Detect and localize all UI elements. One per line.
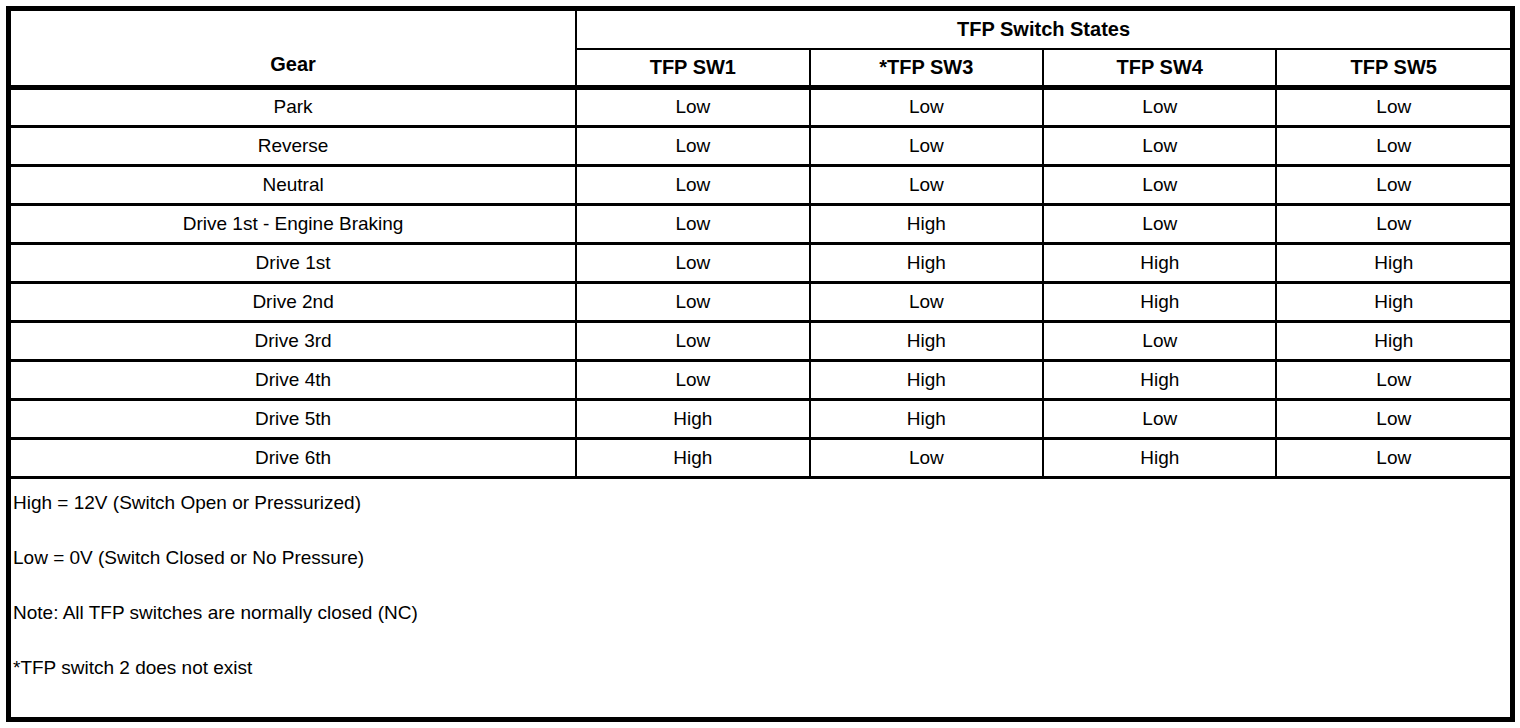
table-row: Drive 2nd Low Low High High bbox=[11, 282, 1510, 321]
switch-state-cell: Low bbox=[1276, 87, 1510, 126]
table-row: Drive 1st Low High High High bbox=[11, 243, 1510, 282]
switch-state-cell: Low bbox=[1276, 399, 1510, 438]
switch-state-cell: High bbox=[1276, 282, 1510, 321]
switch-state-cell: High bbox=[576, 438, 809, 477]
switch-state-cell: Low bbox=[810, 438, 1043, 477]
switch-state-cell: Low bbox=[576, 321, 809, 360]
gear-column-header: Gear bbox=[11, 11, 576, 87]
switch-state-cell: High bbox=[576, 399, 809, 438]
switch-state-cell: Low bbox=[1276, 360, 1510, 399]
switch-state-cell: Low bbox=[810, 126, 1043, 165]
gear-cell: Drive 6th bbox=[11, 438, 576, 477]
switch-state-cell: High bbox=[1043, 438, 1276, 477]
switch-state-cell: Low bbox=[1043, 399, 1276, 438]
switch-state-cell: Low bbox=[576, 282, 809, 321]
page: Gear TFP Switch States TFP SW1 *TFP SW3 … bbox=[0, 0, 1520, 728]
switch-state-cell: High bbox=[1043, 243, 1276, 282]
switch-state-cell: Low bbox=[1276, 165, 1510, 204]
table-header: Gear TFP Switch States TFP SW1 *TFP SW3 … bbox=[11, 11, 1510, 87]
switch-state-cell: High bbox=[810, 399, 1043, 438]
switch-state-cell: Low bbox=[1043, 321, 1276, 360]
switch-state-cell: Low bbox=[1276, 438, 1510, 477]
switch-state-cell: High bbox=[810, 204, 1043, 243]
gear-cell: Drive 5th bbox=[11, 399, 576, 438]
note-normally-closed: Note: All TFP switches are normally clos… bbox=[13, 602, 1500, 624]
switch-state-cell: Low bbox=[1043, 204, 1276, 243]
switch-state-cell: Low bbox=[1043, 126, 1276, 165]
gear-cell: Reverse bbox=[11, 126, 576, 165]
group-header-tfp-switch-states: TFP Switch States bbox=[576, 11, 1510, 49]
switch-state-cell: Low bbox=[1043, 87, 1276, 126]
tfp-switch-states-table: Gear TFP Switch States TFP SW1 *TFP SW3 … bbox=[11, 11, 1510, 479]
switch-state-cell: Low bbox=[576, 165, 809, 204]
gear-cell: Neutral bbox=[11, 165, 576, 204]
switch-state-cell: Low bbox=[1043, 165, 1276, 204]
footnotes: High = 12V (Switch Open or Pressurized) … bbox=[11, 479, 1510, 679]
table-row: Reverse Low Low Low Low bbox=[11, 126, 1510, 165]
table-row: Park Low Low Low Low bbox=[11, 87, 1510, 126]
column-header-tfp-sw3: *TFP SW3 bbox=[810, 49, 1043, 87]
table-row: Neutral Low Low Low Low bbox=[11, 165, 1510, 204]
table-row: Drive 5th High High Low Low bbox=[11, 399, 1510, 438]
switch-state-cell: High bbox=[810, 243, 1043, 282]
switch-state-cell: Low bbox=[576, 126, 809, 165]
switch-state-cell: High bbox=[810, 321, 1043, 360]
table-body: Park Low Low Low Low Reverse Low Low Low… bbox=[11, 87, 1510, 477]
switch-state-cell: High bbox=[810, 360, 1043, 399]
gear-cell: Drive 4th bbox=[11, 360, 576, 399]
switch-state-cell: High bbox=[1276, 243, 1510, 282]
column-header-tfp-sw5: TFP SW5 bbox=[1276, 49, 1510, 87]
switch-state-cell: Low bbox=[576, 243, 809, 282]
table-row: Drive 3rd Low High Low High bbox=[11, 321, 1510, 360]
table-row: Drive 1st - Engine Braking Low High Low … bbox=[11, 204, 1510, 243]
switch-state-cell: High bbox=[1276, 321, 1510, 360]
gear-cell: Park bbox=[11, 87, 576, 126]
switch-state-cell: Low bbox=[810, 87, 1043, 126]
table-row: Drive 4th Low High High Low bbox=[11, 360, 1510, 399]
switch-state-cell: Low bbox=[1276, 126, 1510, 165]
note-switch-2-absent: *TFP switch 2 does not exist bbox=[13, 657, 1500, 679]
switch-state-cell: Low bbox=[576, 87, 809, 126]
group-header-row: Gear TFP Switch States bbox=[11, 11, 1510, 49]
note-low-definition: Low = 0V (Switch Closed or No Pressure) bbox=[13, 547, 1500, 569]
gear-cell: Drive 1st - Engine Braking bbox=[11, 204, 576, 243]
switch-state-cell: Low bbox=[810, 282, 1043, 321]
column-header-tfp-sw1: TFP SW1 bbox=[576, 49, 809, 87]
table-frame: Gear TFP Switch States TFP SW1 *TFP SW3 … bbox=[6, 6, 1515, 722]
column-header-tfp-sw4: TFP SW4 bbox=[1043, 49, 1276, 87]
note-high-definition: High = 12V (Switch Open or Pressurized) bbox=[13, 492, 1500, 514]
switch-state-cell: High bbox=[1043, 282, 1276, 321]
switch-state-cell: Low bbox=[810, 165, 1043, 204]
switch-state-cell: Low bbox=[1276, 204, 1510, 243]
switch-state-cell: High bbox=[1043, 360, 1276, 399]
gear-cell: Drive 2nd bbox=[11, 282, 576, 321]
switch-state-cell: Low bbox=[576, 360, 809, 399]
switch-state-cell: Low bbox=[576, 204, 809, 243]
gear-cell: Drive 1st bbox=[11, 243, 576, 282]
gear-cell: Drive 3rd bbox=[11, 321, 576, 360]
table-row: Drive 6th High Low High Low bbox=[11, 438, 1510, 477]
